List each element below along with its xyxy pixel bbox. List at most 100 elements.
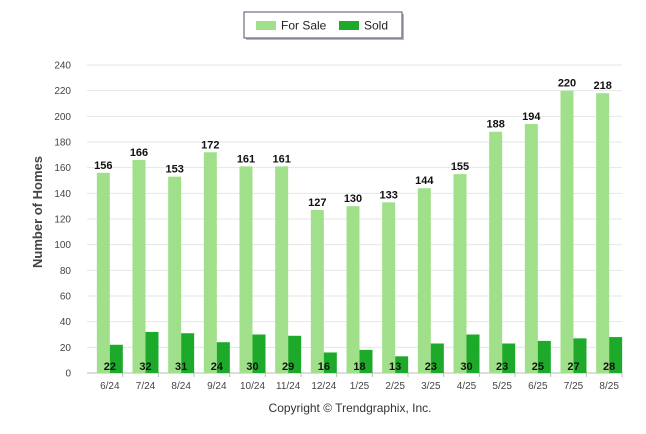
y-tick-label: 240 [54,61,71,72]
x-tick-label: 11/24 [276,381,301,392]
x-tick-label: 7/25 [564,381,584,392]
bar-sold[interactable] [573,338,587,373]
data-label-sold: 22 [104,361,116,373]
bar-sold[interactable] [181,333,195,373]
bar-for-sale[interactable] [524,124,538,374]
legend-label: For Sale [281,19,327,33]
y-tick-label: 20 [60,343,72,354]
data-label-for-sale: 161 [272,153,290,165]
data-label-sold: 18 [353,361,365,373]
x-tick-label: 5/25 [492,381,512,392]
data-label-sold: 30 [246,361,258,373]
bar-for-sale[interactable] [453,174,467,373]
data-label-for-sale: 144 [415,175,434,187]
data-label-sold: 13 [389,361,401,373]
bar-sold[interactable] [609,337,623,373]
y-tick-label: 140 [54,189,71,200]
data-label-for-sale: 153 [165,164,183,176]
data-label-sold: 31 [175,361,187,373]
bar-for-sale[interactable] [346,206,360,373]
bar-for-sale[interactable] [489,131,503,373]
data-label-sold: 23 [425,361,437,373]
bar-sold[interactable] [216,342,230,373]
x-tick-label: 3/25 [421,381,441,392]
x-tick-label: 8/24 [171,381,191,392]
x-tick-label: 2/25 [385,381,405,392]
data-label-for-sale: 166 [130,147,148,159]
data-label-for-sale: 220 [558,78,576,90]
data-label-sold: 30 [460,361,472,373]
bars [96,90,623,374]
bar-for-sale[interactable] [203,152,217,373]
bar-for-sale[interactable] [96,172,110,373]
x-tick-label: 8/25 [599,381,619,392]
bar-for-sale[interactable] [417,188,431,373]
data-label-for-sale: 194 [522,111,541,123]
y-axis-ticks: 0 20 40 60 80 100 120 140 160 180 200 220 240 [54,61,71,380]
y-tick-label: 40 [60,317,72,328]
bar-sold[interactable] [145,331,159,373]
data-label-for-sale: 133 [379,189,397,201]
bar-sold[interactable] [502,343,516,373]
bar-sold[interactable] [252,334,266,374]
x-tick-label: 6/24 [100,381,120,392]
bar-sold[interactable] [537,340,551,373]
y-tick-label: 180 [54,138,71,149]
bar-sold[interactable] [359,349,373,373]
legend-swatch [256,21,276,30]
bar-sold[interactable] [430,343,444,373]
y-tick-label: 100 [54,240,71,251]
bar-sold[interactable] [323,352,337,373]
y-tick-label: 120 [54,215,71,226]
data-label-for-sale: 156 [94,160,112,172]
legend-item-sold[interactable]: Sold [339,19,388,33]
x-tick-label: 7/24 [136,381,156,392]
data-label-sold: 23 [496,361,508,373]
legend-label: Sold [364,19,388,33]
bar-sold[interactable] [395,356,409,373]
bar-for-sale[interactable] [132,159,146,373]
y-tick-label: 60 [60,292,72,303]
bar-for-sale[interactable] [382,202,396,373]
data-label-for-sale: 130 [344,193,362,205]
data-label-for-sale: 127 [308,197,326,209]
data-label-sold: 24 [211,361,224,373]
data-label-sold: 16 [318,361,330,373]
data-label-for-sale: 218 [593,80,611,92]
x-tick-label: 6/25 [528,381,548,392]
y-axis-title: Number of Homes [30,156,45,268]
data-labels: 1562216632153311722416130161291271613018… [94,78,615,373]
data-label-for-sale: 172 [201,139,219,151]
bar-sold[interactable] [109,344,123,373]
legend-swatch [339,21,359,30]
x-tick-label: 12/24 [311,381,336,392]
y-tick-label: 0 [65,369,71,380]
data-label-sold: 32 [139,361,151,373]
data-label-for-sale: 161 [237,153,255,165]
y-tick-label: 80 [60,266,72,277]
bar-for-sale[interactable] [596,93,610,373]
bar-sold[interactable] [466,334,480,374]
data-label-sold: 29 [282,361,294,373]
bar-for-sale[interactable] [239,166,253,373]
x-tick-label: 1/25 [350,381,370,392]
bar-for-sale[interactable] [168,176,182,373]
bar-for-sale[interactable] [275,166,289,373]
x-axis-ticks: 6/24 7/24 8/24 9/24 10/24 11/24 12/24 1/25 2/25 3… [100,373,623,392]
y-tick-label: 160 [54,163,71,174]
data-label-sold: 28 [603,361,615,373]
bar-for-sale[interactable] [310,210,324,373]
copyright-text: Copyright © Trendgraphix, Inc. [269,401,432,415]
legend-item-for-sale[interactable]: For Sale [256,19,327,33]
bar-for-sale[interactable] [560,90,574,374]
x-tick-label: 10/24 [240,381,265,392]
y-tick-label: 220 [54,86,71,97]
data-label-for-sale: 155 [451,161,469,173]
bar-sold[interactable] [288,335,302,373]
data-label-sold: 27 [567,361,579,373]
y-tick-label: 200 [54,112,71,123]
data-label-sold: 25 [532,361,544,373]
legend[interactable]: For Sale Sold [243,11,404,40]
